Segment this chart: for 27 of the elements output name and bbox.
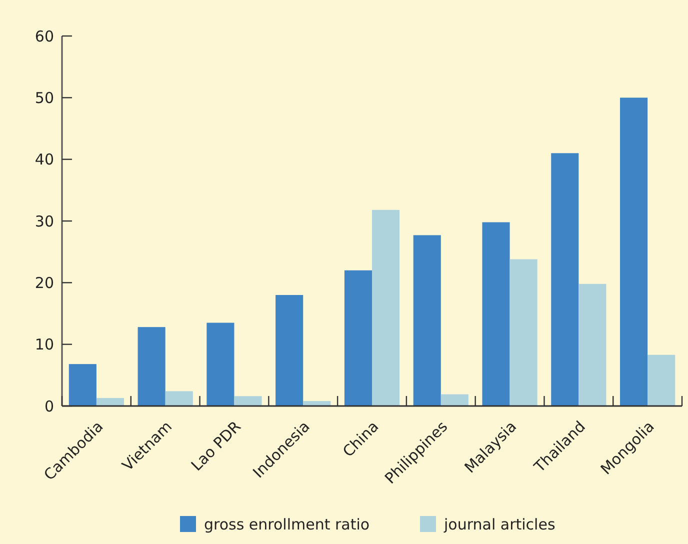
bar bbox=[96, 398, 124, 406]
y-tick-label: 10 bbox=[34, 336, 54, 354]
bar bbox=[482, 222, 510, 406]
y-tick-label: 0 bbox=[44, 397, 54, 416]
bar bbox=[510, 259, 538, 406]
bar bbox=[413, 235, 441, 406]
bar bbox=[551, 153, 579, 406]
bar bbox=[578, 284, 606, 406]
legend-label: journal articles bbox=[443, 515, 556, 534]
y-tick-label: 50 bbox=[34, 88, 54, 107]
bar bbox=[206, 322, 234, 406]
bar bbox=[165, 391, 193, 406]
bar bbox=[303, 401, 331, 406]
y-tick-label: 40 bbox=[34, 150, 54, 169]
bar bbox=[648, 354, 676, 406]
bar bbox=[620, 98, 648, 406]
legend-label: gross enrollment ratio bbox=[204, 515, 370, 534]
bar bbox=[372, 210, 400, 406]
bar bbox=[276, 295, 304, 406]
bar bbox=[138, 327, 166, 406]
y-tick-label: 30 bbox=[34, 212, 54, 230]
y-tick-label: 60 bbox=[34, 27, 54, 46]
bar bbox=[344, 270, 372, 406]
bar bbox=[440, 394, 468, 406]
bar bbox=[68, 364, 96, 406]
bar bbox=[234, 396, 262, 406]
y-tick-label: 20 bbox=[34, 274, 54, 292]
